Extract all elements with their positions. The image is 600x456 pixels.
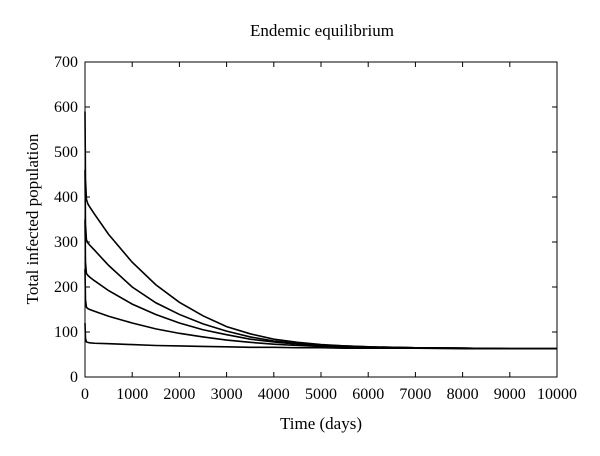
series-line-1 — [84, 111, 557, 350]
x-tick-label: 5000 — [305, 386, 337, 403]
x-axis-label: Time (days) — [280, 414, 362, 433]
series-line-2 — [84, 169, 557, 350]
series-layer — [84, 111, 557, 350]
x-tick-label: 10000 — [537, 386, 577, 403]
x-tick-label: 0 — [81, 386, 89, 403]
x-tick-label: 1000 — [116, 386, 148, 403]
plot-frame — [84, 61, 558, 378]
x-tick-label: 9000 — [494, 386, 526, 403]
x-tick-label: 6000 — [352, 386, 384, 403]
y-tick-label: 200 — [54, 279, 78, 296]
y-axis-label: Total infected population — [23, 133, 42, 304]
x-axis: 0 1000 2000 3000 4000 5000 6000 7000 8000 9000 100… — [81, 62, 577, 403]
x-tick-label: 4000 — [258, 386, 290, 403]
y-tick-label: 300 — [54, 234, 78, 251]
y-tick-label: 500 — [54, 144, 78, 161]
y-tick-label: 600 — [54, 99, 78, 116]
series-line-4 — [84, 268, 557, 350]
y-tick-label: 400 — [54, 189, 78, 206]
y-tick-label: 0 — [70, 369, 78, 386]
series-line-5 — [84, 322, 557, 350]
y-axis: 0 100 200 300 400 500 600 700 — [54, 54, 557, 386]
y-tick-label: 700 — [54, 54, 78, 71]
x-tick-label: 2000 — [163, 386, 195, 403]
x-tick-label: 7000 — [399, 386, 431, 403]
x-tick-label: 3000 — [211, 386, 243, 403]
chart-title: Endemic equilibrium — [250, 21, 394, 40]
x-tick-label: 8000 — [447, 386, 479, 403]
y-tick-label: 100 — [54, 324, 78, 341]
